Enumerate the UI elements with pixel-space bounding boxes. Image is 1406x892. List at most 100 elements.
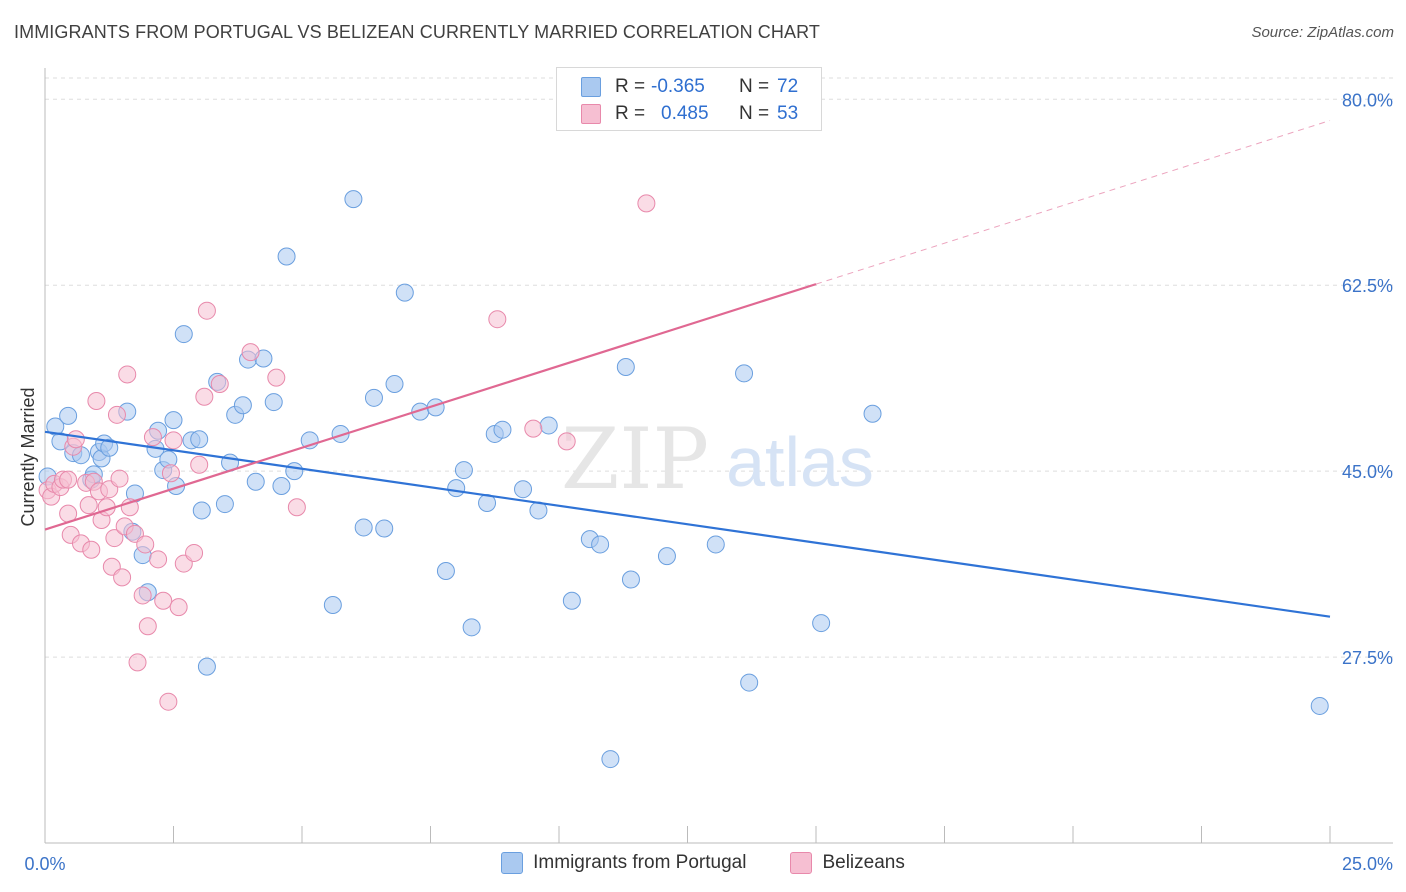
portugal-point	[192, 501, 211, 520]
portugal-point	[272, 477, 291, 495]
belizean-point	[488, 310, 507, 329]
y-tick-label: 80.0%	[1342, 90, 1393, 110]
n-value: 53	[777, 103, 799, 124]
portugal-point	[385, 375, 404, 393]
belizean-point	[143, 428, 162, 447]
portugal-point	[190, 430, 209, 449]
belizean-point	[79, 496, 98, 515]
r-label: R =	[615, 76, 646, 97]
portugal-point	[454, 461, 473, 480]
portugal-point	[621, 570, 640, 589]
belizean-point	[185, 543, 204, 562]
legend-item-belizeans[interactable]: Belizeans	[790, 852, 905, 874]
portugal-point	[657, 547, 676, 566]
belizean-point	[637, 194, 656, 213]
axes	[44, 68, 1393, 844]
belizean-point	[557, 432, 576, 451]
portugal-point	[395, 283, 414, 302]
portugal-point	[539, 416, 558, 435]
belizean-trend-line	[44, 283, 817, 531]
trend-lines	[44, 120, 1331, 618]
belizean-point	[128, 653, 147, 672]
portugal-point	[706, 535, 725, 554]
portugal-point	[233, 396, 252, 415]
r-label: R =	[615, 103, 646, 124]
portugal-point	[591, 535, 610, 554]
portugal-point	[493, 420, 512, 439]
legend-label: Belizeans	[822, 852, 905, 873]
x-tick-label: 25.0%	[1342, 854, 1393, 874]
portugal-point	[100, 438, 119, 457]
belizean-point	[113, 568, 132, 587]
n-label: N =	[739, 76, 770, 97]
portugal-point	[375, 519, 394, 538]
blue-swatch-icon	[501, 852, 524, 874]
belizean-point	[154, 591, 173, 610]
belizean-point	[87, 392, 106, 410]
legend-row-belizeans: R = 0.485 N = 53	[581, 102, 798, 126]
belizean-point	[159, 692, 178, 711]
belizean-point	[149, 550, 168, 569]
source-credit: Source: ZipAtlas.com	[1251, 24, 1394, 41]
belizean-point	[267, 368, 286, 387]
belizean-trend-extension	[815, 120, 1331, 285]
portugal-point	[812, 614, 831, 633]
portugal-point	[344, 190, 363, 209]
belizean-point	[524, 419, 543, 438]
belizean-point	[287, 498, 306, 517]
portugal-point	[562, 591, 581, 610]
series-legend: Immigrants from Portugal Belizeans	[0, 852, 1406, 874]
belizean-point	[197, 301, 216, 320]
portugal-point	[285, 462, 304, 481]
portugal-point	[164, 411, 183, 430]
portugal-point	[246, 472, 265, 491]
n-label: N =	[739, 103, 770, 124]
belizean-point	[195, 387, 214, 406]
belizean-point	[241, 343, 260, 362]
belizean-point	[138, 617, 157, 636]
y-tick-label: 27.5%	[1342, 648, 1393, 668]
portugal-point	[264, 393, 283, 412]
portugal-point	[215, 495, 234, 514]
belizean-point	[161, 464, 180, 483]
portugal-point	[277, 247, 296, 266]
x-tick-label: 0.0%	[24, 854, 65, 874]
portugal-trend-line	[44, 430, 1331, 618]
pink-swatch-icon	[790, 852, 813, 874]
y-axis-label: Currently Married	[18, 387, 38, 526]
portugal-point	[323, 596, 342, 614]
portugal-point	[59, 406, 78, 425]
watermark-zip: ZIP	[561, 410, 709, 508]
r-value: -0.365	[651, 76, 705, 97]
y-tick-label: 45.0%	[1342, 462, 1393, 482]
belizean-point	[82, 540, 101, 559]
belizean-point	[107, 405, 126, 424]
legend-label: Immigrants from Portugal	[533, 852, 747, 873]
belizean-point	[136, 535, 155, 554]
belizean-point	[164, 431, 183, 450]
chart-title: IMMIGRANTS FROM PORTUGAL VS BELIZEAN CUR…	[14, 22, 820, 42]
blue-swatch-icon	[581, 77, 601, 97]
legend-item-portugal[interactable]: Immigrants from Portugal	[501, 852, 746, 874]
belizean-point	[169, 598, 188, 617]
y-tick-label: 62.5%	[1342, 276, 1393, 296]
n-value: 72	[777, 76, 799, 97]
belizean-point	[190, 455, 209, 474]
portugal-point	[735, 364, 754, 383]
r-value: 0.485	[661, 103, 709, 124]
portugal-point	[462, 618, 481, 637]
portugal-point	[447, 479, 466, 498]
watermark-atlas: atlas	[726, 423, 874, 501]
portugal-point	[1310, 696, 1329, 715]
portugal-point	[740, 673, 759, 692]
belizean-point	[59, 470, 78, 489]
portugal-point	[601, 750, 620, 769]
belizean-point	[210, 375, 229, 393]
portugal-point	[616, 358, 635, 376]
portugal-point	[364, 388, 383, 407]
portugal-point	[174, 325, 193, 344]
portugal-point	[331, 424, 350, 443]
portugal-point	[863, 404, 882, 423]
legend-row-portugal: R = -0.365 N = 72	[581, 75, 798, 99]
